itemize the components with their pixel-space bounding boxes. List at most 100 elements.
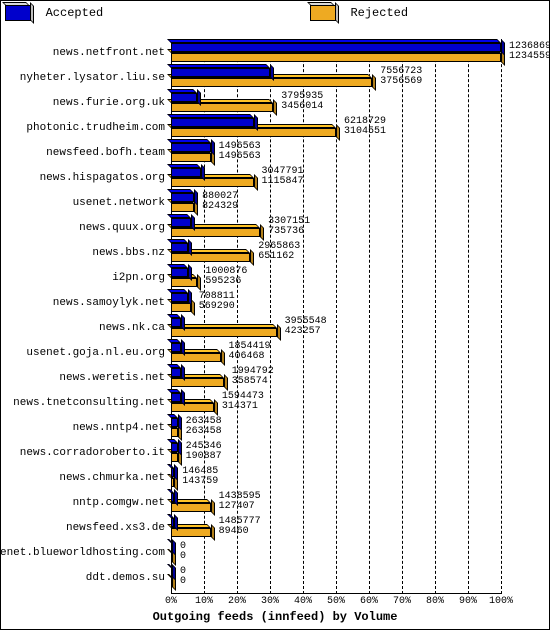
category-label: nntp.comgw.net — [73, 497, 165, 509]
bar — [171, 568, 172, 577]
value-label-rejected: 12345594 — [509, 52, 550, 62]
x-tick-label: 30% — [261, 596, 279, 607]
bar — [171, 468, 174, 477]
category-label: news.nntp4.net — [73, 422, 165, 434]
bar — [171, 543, 172, 552]
bar — [171, 53, 501, 62]
legend-swatch-accepted — [5, 5, 31, 21]
bar — [171, 203, 194, 212]
category-label: news.quux.org — [79, 222, 165, 234]
category-label: newsfeed.xs3.de — [66, 522, 165, 534]
category-label: news.chmurka.net — [59, 472, 165, 484]
value-label-rejected: 89460 — [219, 527, 249, 537]
chart-row: news.tnetconsulting.net1594473314371 — [171, 391, 501, 415]
x-tick-label: 0% — [165, 596, 177, 607]
bar — [171, 43, 501, 52]
value-label-rejected: 314371 — [222, 402, 258, 412]
bar — [171, 553, 172, 562]
chart-row: nntp.comgw.net1438595127407 — [171, 491, 501, 515]
chart-row: photonic.trudheim.com62187293104551 — [171, 116, 501, 140]
bar — [171, 343, 181, 352]
bar — [171, 218, 191, 227]
chart-container: Accepted Rejected 0%10%20%30%40%50%60%70… — [0, 0, 550, 630]
x-tick-label: 80% — [426, 596, 444, 607]
category-label: news.hispagatos.org — [40, 172, 165, 184]
chart-row: newsfeed.xs3.de148577789460 — [171, 516, 501, 540]
gridline — [501, 39, 502, 594]
value-label-rejected: 406468 — [229, 352, 265, 362]
bar — [171, 493, 174, 502]
chart-row: news.hispagatos.org30477911115847 — [171, 166, 501, 190]
bar — [171, 193, 194, 202]
bar — [171, 443, 178, 452]
legend: Accepted Rejected — [5, 5, 545, 33]
chart-row: news.nk.ca3955548423257 — [171, 316, 501, 340]
x-tick-label: 20% — [228, 596, 246, 607]
chart-row: newsfeed.bofh.team14965631496563 — [171, 141, 501, 165]
category-label: news.netfront.net — [53, 47, 165, 59]
bar — [171, 153, 211, 162]
value-label-rejected: 3456014 — [281, 102, 323, 112]
bar — [171, 243, 188, 252]
value-label-rejected: 127407 — [219, 502, 255, 512]
chart-row: news.samoylyk.net708811569290 — [171, 291, 501, 315]
x-tick-label: 40% — [294, 596, 312, 607]
value-label-rejected: 0 — [180, 552, 186, 562]
legend-item-accepted: Accepted — [5, 5, 103, 21]
x-tick-label: 60% — [360, 596, 378, 607]
bar — [171, 328, 277, 337]
value-label-rejected: 569290 — [199, 302, 235, 312]
x-axis-title: Outgoing feeds (innfeed) by Volume — [1, 610, 549, 624]
value-label-rejected: 651162 — [258, 252, 294, 262]
bar — [171, 578, 172, 587]
category-label: news.samoylyk.net — [53, 297, 165, 309]
bar — [171, 268, 188, 277]
x-tick-label: 50% — [327, 596, 345, 607]
chart-row: usenet.goja.nl.eu.org1854419406468 — [171, 341, 501, 365]
bar — [171, 168, 201, 177]
chart-row: nyheter.lysator.liu.se75567233756569 — [171, 66, 501, 90]
x-tick-label: 90% — [459, 596, 477, 607]
category-label: news.bbs.nz — [92, 247, 165, 259]
value-label-rejected: 3104551 — [344, 127, 386, 137]
value-label-rejected: 190887 — [186, 452, 222, 462]
bar — [171, 128, 336, 137]
value-label-rejected: 263458 — [186, 427, 222, 437]
plot-area: 0%10%20%30%40%50%60%70%80%90%100%news.ne… — [171, 39, 501, 594]
category-label: usenet.blueworldhosting.com — [0, 547, 165, 559]
value-label-rejected: 824329 — [202, 202, 238, 212]
bar — [171, 318, 181, 327]
chart-row: news.quux.org3307151735736 — [171, 216, 501, 240]
bar — [171, 478, 174, 487]
category-label: news.weretis.net — [59, 372, 165, 384]
bar — [171, 418, 178, 427]
category-label: news.furie.org.uk — [53, 97, 165, 109]
bar — [171, 368, 181, 377]
value-label-rejected: 595236 — [205, 277, 241, 287]
chart-row: news.bbs.nz2965863651162 — [171, 241, 501, 265]
value-label-rejected: 1115847 — [262, 177, 304, 187]
bar — [171, 428, 178, 437]
chart-row: usenet.blueworldhosting.com00 — [171, 541, 501, 565]
bar — [171, 68, 270, 77]
value-label-rejected: 735736 — [268, 227, 304, 237]
bar — [171, 518, 174, 527]
bar — [171, 278, 197, 287]
category-label: newsfeed.bofh.team — [46, 147, 165, 159]
legend-swatch-rejected — [310, 5, 336, 21]
legend-label-rejected: Rejected — [350, 6, 408, 20]
value-label-rejected: 423257 — [285, 327, 321, 337]
bar — [171, 303, 191, 312]
bar — [171, 143, 211, 152]
category-label: ddt.demos.su — [86, 572, 165, 584]
bar — [171, 93, 197, 102]
chart-row: news.weretis.net1994792358574 — [171, 366, 501, 390]
chart-row: news.furie.org.uk37959353456014 — [171, 91, 501, 115]
x-tick-label: 70% — [393, 596, 411, 607]
value-label-rejected: 143759 — [182, 477, 218, 487]
category-label: nyheter.lysator.liu.se — [20, 72, 165, 84]
chart-row: news.nntp4.net263458263458 — [171, 416, 501, 440]
bar — [171, 118, 254, 127]
chart-row: usenet.network880027824329 — [171, 191, 501, 215]
bar — [171, 353, 221, 362]
